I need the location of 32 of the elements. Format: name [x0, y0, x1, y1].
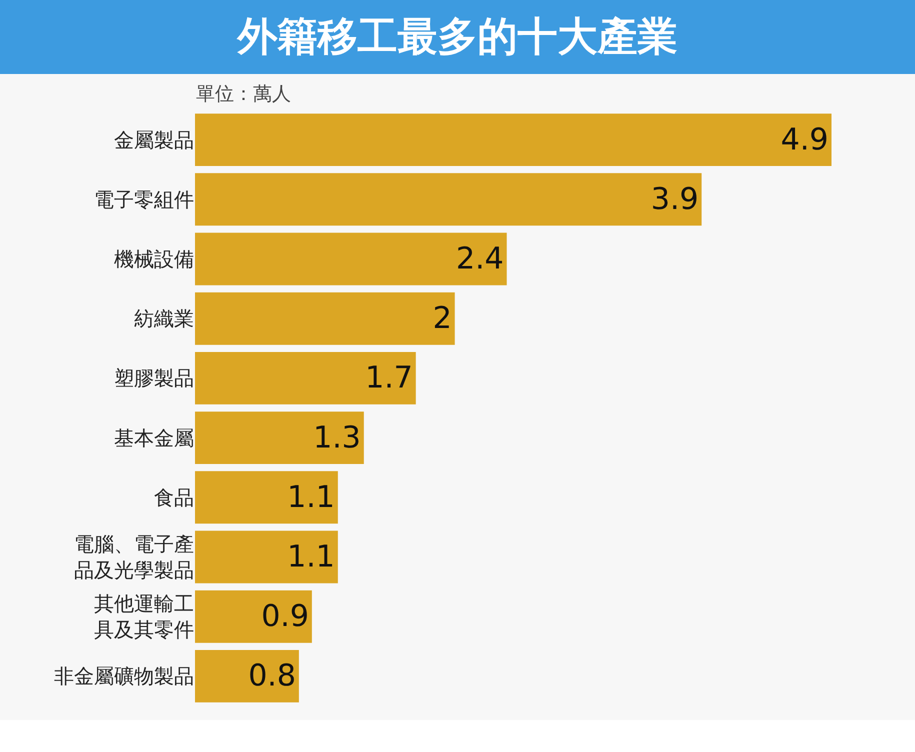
bar [195, 471, 338, 524]
bar [195, 650, 299, 702]
data-label: 0.9 [261, 599, 309, 634]
bar [195, 114, 832, 166]
chart-subtitle: 單位：萬人 [0, 74, 915, 110]
data-label: 0.8 [248, 658, 296, 694]
data-label: 1.1 [287, 540, 335, 574]
data-label: 3.9 [650, 182, 699, 217]
bar [195, 412, 364, 464]
bar [195, 352, 416, 404]
y-tick-label: 其他運輸工具及其零件 [94, 590, 194, 643]
bar [195, 590, 312, 643]
y-tick-label: 電腦、電子產品及光學製品 [74, 530, 194, 583]
y-tick-label: 基本金屬 [114, 424, 194, 451]
y-tick-label: 塑膠製品 [114, 364, 194, 392]
bar [195, 232, 507, 286]
data-label: 1.7 [365, 360, 413, 396]
data-label: 1.3 [313, 420, 361, 456]
data-label: 1.1 [287, 480, 335, 515]
data-label: 4.9 [780, 122, 828, 158]
bar [195, 173, 702, 226]
y-tick-label: 紡織業 [134, 304, 194, 332]
bar [195, 292, 455, 345]
bar [195, 530, 338, 584]
data-label: 2 [432, 301, 452, 336]
y-tick-label: 非金屬礦物製品 [54, 662, 194, 690]
y-tick-label: 機械設備 [114, 245, 194, 272]
y-tick-label: 電子零組件 [94, 185, 194, 212]
data-label: 2.4 [456, 242, 504, 276]
y-tick-label: 食品 [154, 483, 194, 510]
y-tick-label: 金屬製品 [114, 126, 194, 153]
chart-title: 外籍移工最多的十大產業 [0, 0, 915, 74]
